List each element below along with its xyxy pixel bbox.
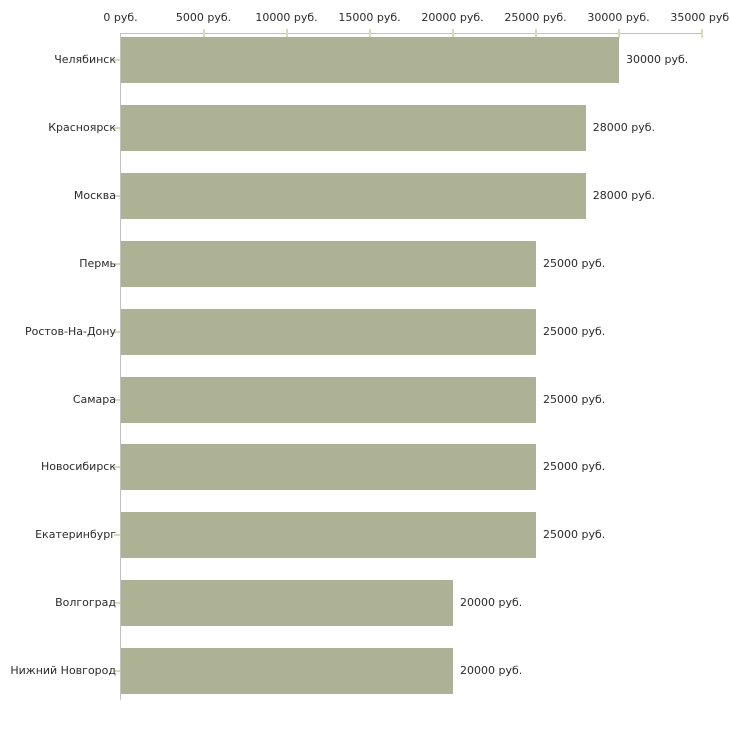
x-axis-tick: [285, 29, 288, 38]
value-label: 28000 руб.: [592, 188, 656, 202]
value-label: 20000 руб.: [460, 596, 523, 610]
y-axis-line: [120, 33, 121, 700]
bar-1: [121, 104, 586, 151]
value-label: 25000 руб.: [543, 256, 606, 270]
y-axis-tick: [114, 59, 120, 61]
y-axis-tick: [114, 670, 120, 673]
x-axis-tick-label: 35000 руб.: [670, 11, 730, 24]
x-axis-tick-label: 15000 руб.: [338, 11, 401, 24]
category-label: Нижний Новгород: [10, 664, 116, 678]
y-axis-tick: [114, 534, 120, 537]
bar-5: [121, 376, 536, 423]
x-axis-tick-label: 10000 руб.: [255, 11, 318, 24]
value-label: 28000 руб.: [592, 120, 656, 134]
bar-3: [121, 240, 536, 287]
bar-6: [121, 444, 536, 491]
category-label: Пермь: [79, 256, 116, 270]
category-label: Ростов-На-Дону: [24, 324, 116, 338]
value-label: 25000 руб.: [543, 324, 606, 338]
x-axis-tick: [368, 29, 371, 38]
category-label: Волгоград: [55, 596, 116, 610]
value-label: 30000 руб.: [626, 53, 689, 66]
category-label: Москва: [73, 188, 116, 202]
bar-7: [121, 512, 536, 559]
x-axis-tick-label: 25000 руб.: [504, 11, 567, 24]
x-axis-tick: [617, 29, 620, 38]
x-axis-line: [120, 33, 702, 34]
x-axis-tick-label: 30000 руб.: [587, 11, 650, 24]
category-label: Челябинск: [54, 53, 116, 66]
x-axis-tick: [700, 29, 703, 38]
bar-8: [121, 580, 453, 627]
x-axis-tick: [534, 29, 537, 38]
bar-2: [121, 172, 586, 219]
x-axis-tick-label: 5000 руб.: [175, 11, 232, 24]
y-axis-tick: [114, 262, 120, 265]
y-axis-tick: [114, 398, 120, 401]
bar-9: [121, 648, 453, 695]
y-axis-tick: [114, 602, 120, 605]
x-axis-tick-label: 20000 руб.: [421, 11, 484, 24]
x-axis-tick: [202, 29, 205, 38]
x-axis-tick: [451, 29, 454, 38]
x-axis-tick-label: 0 руб.: [103, 11, 138, 24]
y-axis-tick: [114, 194, 120, 197]
y-axis-tick: [114, 466, 120, 469]
value-label: 25000 руб.: [543, 460, 606, 474]
value-label: 25000 руб.: [543, 392, 606, 406]
category-label: Новосибирск: [40, 460, 116, 474]
category-label: Екатеринбург: [35, 528, 116, 542]
category-label: Самара: [72, 392, 116, 406]
value-label: 25000 руб.: [543, 528, 606, 542]
y-axis-tick: [114, 330, 120, 333]
bar-4: [121, 308, 536, 355]
bar-0: [121, 37, 619, 83]
value-label: 20000 руб.: [460, 664, 523, 678]
y-axis-tick: [114, 126, 120, 129]
category-label: Красноярск: [48, 120, 116, 134]
